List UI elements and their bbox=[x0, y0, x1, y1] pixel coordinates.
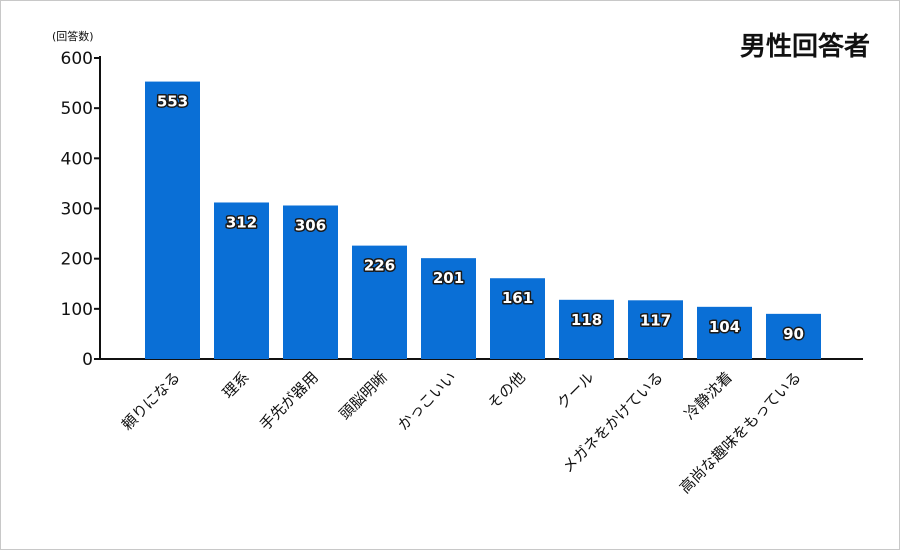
y-tick-label: 400 bbox=[61, 149, 93, 169]
y-tick-label: 300 bbox=[61, 200, 93, 220]
x-category-label: 高尚な趣味をもっている bbox=[676, 368, 805, 497]
bar-value-label: 118 bbox=[571, 311, 602, 329]
bar bbox=[697, 306, 752, 359]
x-category-label: クール bbox=[553, 368, 598, 413]
bar-value-label: 104 bbox=[709, 318, 740, 336]
bar-value-label: 161 bbox=[502, 289, 533, 307]
bar-value-label: 553 bbox=[157, 93, 188, 111]
bar bbox=[145, 81, 200, 359]
bar-value-label: 90 bbox=[783, 325, 804, 343]
bar bbox=[352, 245, 407, 359]
x-category-label: 頼りになる bbox=[118, 368, 184, 434]
bar bbox=[283, 205, 338, 359]
y-tick-label: 0 bbox=[82, 350, 93, 370]
y-tick-label: 100 bbox=[61, 300, 93, 320]
x-category-label: 手先が器用 bbox=[256, 368, 322, 434]
bar bbox=[421, 258, 476, 359]
bar-value-label: 201 bbox=[433, 269, 464, 287]
bar bbox=[628, 300, 683, 359]
chart-title: 男性回答者 bbox=[739, 32, 870, 62]
x-category-label: かっこいい bbox=[394, 368, 460, 434]
x-category-label: その他 bbox=[484, 368, 529, 413]
bar-value-label: 306 bbox=[295, 216, 326, 234]
y-tick-label: 500 bbox=[61, 99, 93, 119]
bar bbox=[766, 313, 821, 359]
bar-value-label: 117 bbox=[640, 311, 671, 329]
x-category-label: 理系 bbox=[219, 368, 253, 402]
bar-value-label: 226 bbox=[364, 257, 395, 275]
bar bbox=[214, 202, 269, 359]
y-unit-label: (回答数) bbox=[52, 30, 94, 43]
y-tick-label: 200 bbox=[61, 250, 93, 270]
x-category-label: 頭脳明晰 bbox=[336, 368, 391, 423]
bar bbox=[559, 299, 614, 359]
bar-value-label: 312 bbox=[226, 213, 257, 231]
bar bbox=[490, 278, 545, 359]
x-category-label: 冷静沈着 bbox=[681, 368, 736, 423]
y-tick-label: 600 bbox=[61, 49, 93, 69]
